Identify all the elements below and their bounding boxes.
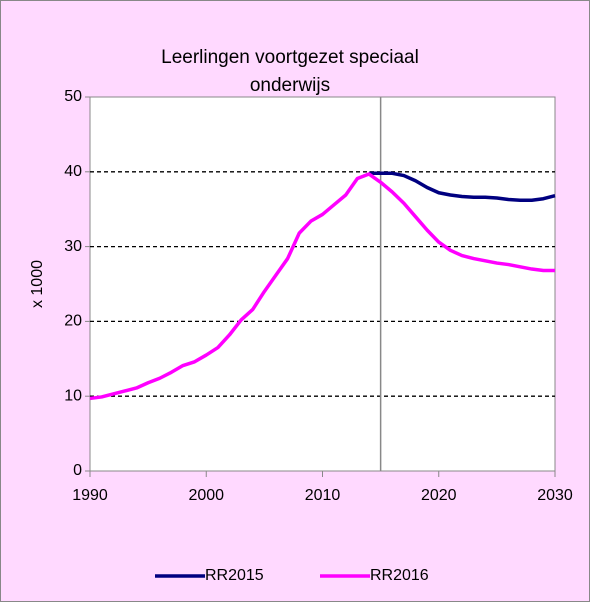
x-tick-label: 2020 <box>421 487 457 504</box>
legend-label: RR2016 <box>370 567 429 584</box>
y-tick-label: 10 <box>64 387 82 404</box>
y-tick-label: 40 <box>64 163 82 180</box>
legend-label: RR2015 <box>205 567 264 584</box>
data-line <box>89 172 555 401</box>
y-axis-label: x 1000 <box>29 260 46 308</box>
y-tick-label: 30 <box>64 238 82 255</box>
x-tick-label: 2010 <box>305 487 341 504</box>
y-tick-label: 20 <box>64 313 82 330</box>
x-tick-label: 2030 <box>537 487 573 504</box>
data-line <box>369 171 556 202</box>
y-tick-label: 0 <box>73 462 82 479</box>
x-tick-label: 2000 <box>188 487 224 504</box>
chart-title: Leerlingen voortgezet speciaal onderwijs <box>161 47 419 96</box>
plot-area <box>89 96 556 472</box>
y-tick-label: 50 <box>64 88 82 105</box>
x-tick-label: 1990 <box>72 487 108 504</box>
